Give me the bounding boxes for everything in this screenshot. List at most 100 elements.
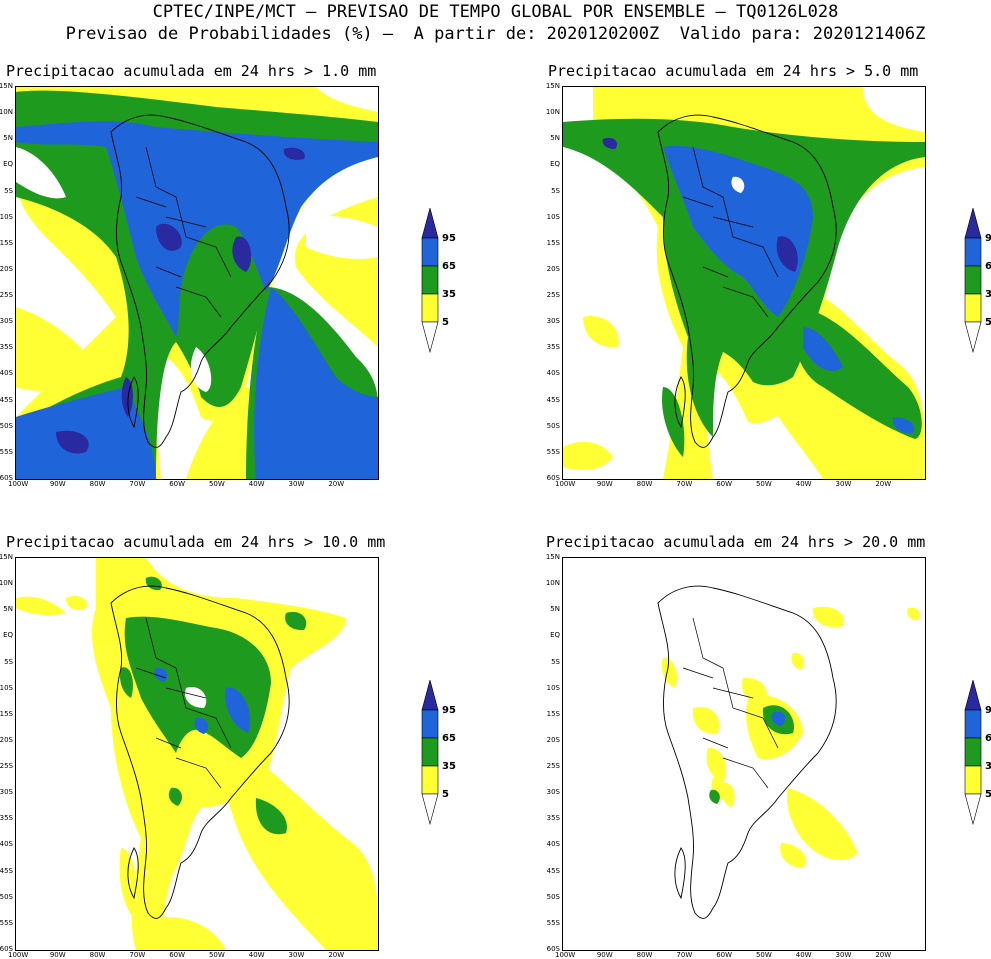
- lat-tick-label: 10S: [546, 212, 560, 221]
- lat-tick-label: 40S: [0, 369, 13, 378]
- lon-tick-label: 80W: [636, 951, 653, 959]
- lat-tick-label: 20S: [546, 735, 560, 744]
- lon-tick-label: 100W: [8, 951, 29, 959]
- lat-tick-label: 5S: [4, 186, 13, 195]
- lat-tick-label: 45S: [546, 866, 560, 875]
- lat-tick-label: 40S: [546, 369, 560, 378]
- colorbar-label-95: 95: [442, 233, 456, 244]
- panel-2-title: Precipitacao acumulada em 24 hrs > 5.0 m…: [548, 62, 919, 80]
- colorbar-4: 95 65 35 5: [963, 678, 991, 826]
- lat-tick-label: 15N: [0, 82, 13, 90]
- lat-tick-label: 30S: [546, 788, 560, 797]
- panel-1-title: Precipitacao acumulada em 24 hrs > 1.0 m…: [6, 62, 377, 80]
- lon-tick-label: 50W: [755, 480, 772, 488]
- lat-tick-label: 45S: [0, 395, 13, 404]
- colorbar-3: 95 65 35 5: [420, 678, 480, 826]
- lon-tick-label: 30W: [288, 951, 305, 959]
- lat-tick-label: 15N: [545, 82, 560, 90]
- colorbar-label-5: 5: [985, 317, 991, 328]
- lat-tick-label: 5N: [3, 605, 13, 614]
- figure-subtitle: Previsao de Probabilidades (%) – A parti…: [65, 24, 926, 44]
- panel-3-title: Precipitacao acumulada em 24 hrs > 10.0 …: [6, 533, 386, 551]
- colorbar-label-5: 5: [442, 789, 449, 800]
- lat-tick-label: EQ: [3, 631, 13, 640]
- lat-tick-label: 25S: [546, 762, 560, 771]
- country-borders: [135, 617, 232, 789]
- lon-tick-label: 20W: [328, 951, 345, 959]
- lat-tick-label: 60S: [546, 945, 560, 953]
- lat-tick-label: 50S: [546, 421, 560, 430]
- lat-tick-label: 10N: [545, 579, 560, 588]
- lat-tick-label: 5S: [4, 657, 13, 666]
- lat-tick-label: 5N: [550, 134, 560, 143]
- lat-tick-label: EQ: [550, 160, 560, 169]
- lat-tick-label: 5N: [550, 605, 560, 614]
- lon-tick-label: 100W: [555, 951, 576, 959]
- lat-tick-label: 30S: [0, 788, 13, 797]
- colorbar-label-35: 35: [985, 761, 991, 772]
- lon-tick-label: 60W: [716, 480, 733, 488]
- lat-tick-label: 15N: [545, 553, 560, 561]
- country-borders: [682, 146, 779, 318]
- lat-tick-label: 5S: [551, 657, 560, 666]
- lon-tick-label: 80W: [89, 951, 106, 959]
- lat-tick-label: 55S: [0, 447, 13, 456]
- lon-tick-label: 60W: [169, 480, 186, 488]
- lat-tick-label: 15N: [0, 553, 13, 561]
- lat-tick-label: 10N: [0, 108, 13, 117]
- colorbar-1: 95 65 35 5: [420, 206, 480, 354]
- colorbar-label-5: 5: [442, 317, 449, 328]
- lat-tick-label: 40S: [546, 840, 560, 849]
- colorbar-label-35: 35: [985, 289, 991, 300]
- coastline: [110, 585, 290, 919]
- lat-tick-label: 35S: [0, 343, 13, 352]
- lon-tick-label: 30W: [288, 480, 305, 488]
- lat-tick-label: 15S: [546, 709, 560, 718]
- lat-tick-label: 10S: [546, 683, 560, 692]
- lon-tick-label: 80W: [636, 480, 653, 488]
- lat-tick-label: EQ: [3, 160, 13, 169]
- lon-tick-label: 50W: [208, 951, 225, 959]
- colorbar-2: 95 65 35 5: [963, 206, 991, 354]
- lat-tick-label: 10N: [0, 579, 13, 588]
- country-borders: [682, 617, 779, 789]
- lon-tick-label: 20W: [875, 480, 892, 488]
- lon-tick-label: 50W: [755, 951, 772, 959]
- lon-tick-label: 90W: [49, 951, 66, 959]
- lon-tick-label: 70W: [129, 480, 146, 488]
- lat-tick-label: 10S: [0, 212, 13, 221]
- coastline: [657, 585, 837, 919]
- lon-tick-label: 80W: [89, 480, 106, 488]
- colorbar-label-65: 65: [985, 733, 991, 744]
- colorbar-label-35: 35: [442, 289, 456, 300]
- lat-tick-label: 55S: [546, 918, 560, 927]
- lat-tick-label: 35S: [546, 814, 560, 823]
- lat-tick-label: 45S: [0, 866, 13, 875]
- lon-tick-label: 90W: [596, 480, 613, 488]
- lon-tick-label: 90W: [49, 480, 66, 488]
- lon-tick-label: 50W: [208, 480, 225, 488]
- coastline: [110, 114, 290, 448]
- country-borders: [135, 146, 232, 318]
- lat-tick-label: 50S: [0, 421, 13, 430]
- lat-tick-label: 20S: [546, 264, 560, 273]
- panel-3-map: [15, 557, 379, 951]
- figure-title: CPTEC/INPE/MCT – PREVISAO DE TEMPO GLOBA…: [152, 2, 839, 22]
- lat-tick-label: 35S: [546, 343, 560, 352]
- lat-tick-label: 55S: [0, 918, 13, 927]
- lat-tick-label: 5N: [3, 134, 13, 143]
- lat-tick-label: 25S: [546, 291, 560, 300]
- lon-tick-label: 30W: [835, 951, 852, 959]
- lon-tick-label: 70W: [129, 951, 146, 959]
- lon-tick-label: 40W: [248, 480, 265, 488]
- lat-tick-label: 45S: [546, 395, 560, 404]
- lat-tick-label: 25S: [0, 291, 13, 300]
- lat-tick-label: 40S: [0, 840, 13, 849]
- lat-tick-label: 20S: [0, 735, 13, 744]
- lat-tick-label: 25S: [0, 762, 13, 771]
- lon-tick-label: 40W: [795, 951, 812, 959]
- colorbar-label-35: 35: [442, 761, 456, 772]
- lon-tick-label: 90W: [596, 951, 613, 959]
- lon-tick-label: 100W: [8, 480, 29, 488]
- lat-tick-label: 30S: [0, 317, 13, 326]
